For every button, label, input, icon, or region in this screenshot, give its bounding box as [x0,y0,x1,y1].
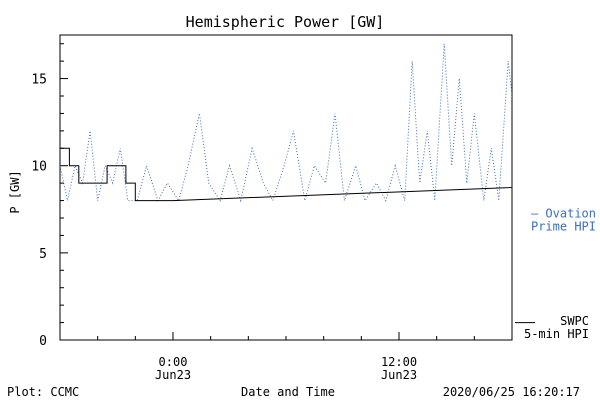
x-tick-time-label: 12:00 [381,355,417,369]
plot-frame [59,34,513,341]
y-tick-label: 5 [39,247,47,262]
y-axis-label: P [GW] [8,170,22,213]
plot-timestamp: 2020/06/25 16:20:17 [443,385,580,399]
legend-label-swpc: 5-min HPI [524,327,589,341]
legend-label-swpc: SWPC [560,314,589,328]
legend-label-ovation-prime: Prime HPI [531,220,596,234]
plot-area: 0510150:00Jun2312:00Jun230:00Jun2412:00J… [31,34,596,382]
x-tick-date-label: Jun23 [155,368,191,382]
x-tick-time-label: 0:00 [159,355,188,369]
series-line-swpc [60,147,512,202]
y-tick-label: 0 [39,334,47,349]
x-tick-date-label: Jun23 [381,368,417,382]
x-axis-label: Date and Time [241,385,335,399]
y-tick-label: 15 [31,73,47,88]
y-tick-label: 10 [31,160,47,175]
plot-credit: Plot: CCMC [7,385,79,399]
chart-title: Hemispheric Power [GW] [186,13,385,31]
legend-label-ovation-prime: — Ovation [531,207,596,221]
series-line-ovation-prime [60,43,512,203]
